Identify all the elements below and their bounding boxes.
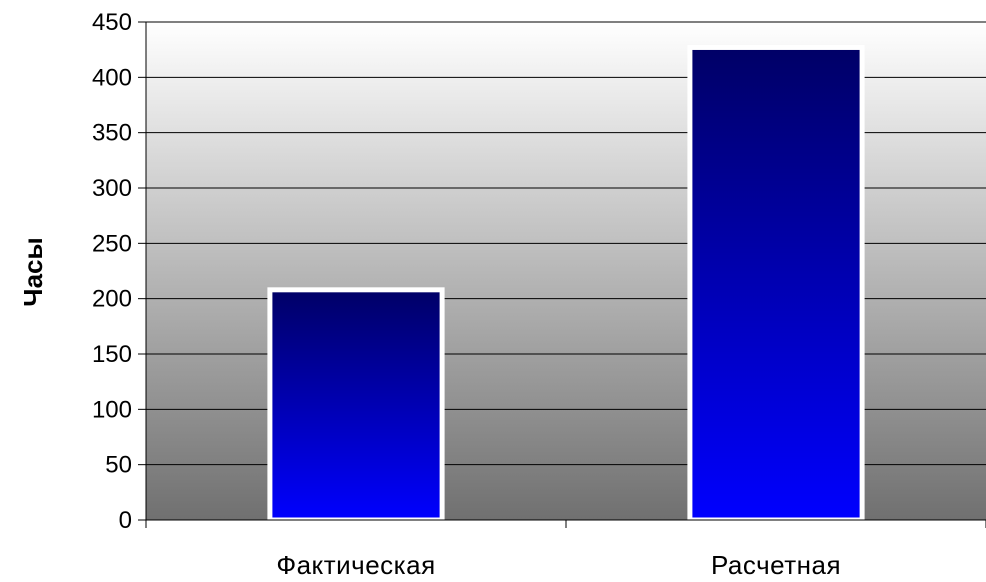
y-tick-labels: 0 50 100 150 200 250 300 350 400 450 xyxy=(92,9,132,534)
bars xyxy=(267,44,865,523)
y-tick-label: 50 xyxy=(105,452,132,479)
y-tick-label: 450 xyxy=(92,9,132,36)
y-tick-label: 150 xyxy=(92,341,132,368)
y-tick-label: 300 xyxy=(92,175,132,202)
y-tick-label: 200 xyxy=(92,286,132,313)
y-axis-title: Часы xyxy=(18,237,48,306)
x-category-labels: Фактическая Расчетная xyxy=(276,550,841,580)
y-tick-label: 350 xyxy=(92,120,132,147)
x-category-label: Фактическая xyxy=(276,550,435,580)
y-tick-label: 400 xyxy=(92,64,132,91)
y-tick-label: 250 xyxy=(92,230,132,257)
bar-2 xyxy=(687,44,865,523)
y-tick-label: 100 xyxy=(92,396,132,423)
axes xyxy=(138,21,986,528)
y-tick-label: 0 xyxy=(119,507,132,534)
x-category-label: Расчетная xyxy=(711,550,841,580)
bar-1 xyxy=(267,287,445,523)
